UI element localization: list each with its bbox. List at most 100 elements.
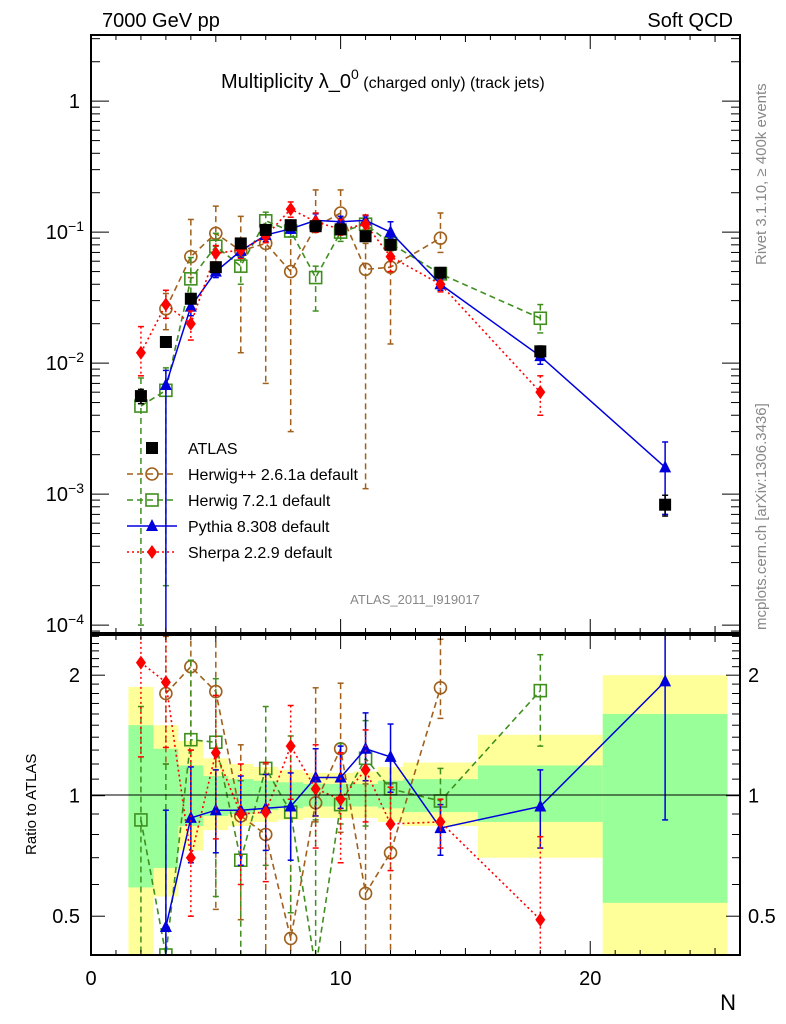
top-point — [233, 259, 248, 273]
legend-entry: Pythia 8.308 default — [127, 519, 330, 536]
ratio-point — [260, 805, 271, 820]
top-point — [209, 261, 222, 274]
top-point — [358, 262, 373, 277]
x-tick-label: 10 — [329, 968, 351, 990]
legend-label: ATLAS — [188, 441, 238, 458]
ratio-y-tick-label: 0.5 — [52, 906, 80, 928]
legend-label: Sherpa 2.2.9 default — [188, 545, 333, 562]
top-point — [159, 335, 172, 348]
legend: ATLAS Herwig++ 2.6.1a default Herwig 7.2.1… — [127, 441, 358, 562]
top-point — [234, 237, 247, 250]
top-point — [535, 385, 546, 400]
ratio-point — [235, 807, 246, 822]
chart-title: Multiplicity λ_00 (charged only) (track … — [221, 66, 545, 93]
ratio-point — [135, 655, 146, 670]
header-left: 7000 GeV pp — [102, 10, 220, 32]
top-point — [385, 249, 396, 264]
top-point — [283, 264, 298, 279]
top-point — [659, 460, 672, 473]
top-point — [309, 220, 322, 233]
top-series-layer — [134, 189, 672, 633]
top-point — [433, 231, 448, 245]
top-point — [334, 223, 347, 236]
ratio-point — [335, 792, 346, 807]
legend-entry: Herwig++ 2.6.1a default — [127, 467, 358, 484]
legend-label: Herwig++ 2.6.1a default — [188, 467, 358, 484]
ratio-y-tick-label: 2 — [69, 665, 80, 687]
mcplots-text: mcplots.cern.ch [arXiv:1306.3436] — [753, 403, 770, 630]
top-point — [284, 219, 297, 232]
top-point — [533, 311, 548, 326]
ratio-point — [283, 931, 298, 946]
top-point — [135, 345, 146, 360]
ratio-point — [385, 816, 396, 831]
ratio-series-layer — [134, 635, 672, 975]
legend-marker — [147, 545, 157, 559]
ratio-point — [159, 919, 172, 932]
ratio-point — [284, 799, 297, 812]
y-tick-label: 10−4 — [46, 611, 84, 637]
ratio-line — [165, 665, 442, 939]
ratio-point — [310, 963, 322, 975]
ratio-point — [210, 745, 221, 760]
top-point — [185, 316, 196, 331]
top-point — [360, 217, 371, 232]
ratio-point — [435, 814, 446, 829]
legend-entry: ATLAS — [146, 441, 238, 458]
header-right: Soft QCD — [647, 10, 733, 32]
ratio-point — [209, 684, 223, 699]
top-point — [534, 345, 547, 358]
legend-entry: Herwig 7.2.1 default — [127, 493, 331, 510]
ratio-y-tick-label: 1 — [69, 786, 80, 808]
top-point — [134, 390, 147, 403]
ratio-point — [334, 770, 347, 783]
axes-layer: 0 10 20 1 10−1 10−2 10−3 10−4 0.5 0.5 1 1 2 2 — [46, 34, 776, 990]
top-point — [308, 270, 323, 285]
top-panel-frame — [90, 34, 741, 634]
ratio-point — [535, 912, 546, 927]
top-point — [210, 246, 221, 261]
top-point — [384, 238, 397, 251]
ratio-ylabel: Ratio to ATLAS — [23, 754, 40, 855]
top-point — [384, 225, 397, 238]
ratio-point — [384, 749, 397, 762]
legend-label: Pythia 8.308 default — [188, 519, 330, 536]
ratio-point — [433, 680, 448, 695]
top-point — [659, 498, 672, 511]
legend-marker — [145, 467, 159, 481]
top-point — [184, 292, 197, 305]
y-tick-label: 1 — [69, 91, 80, 113]
ratio-point — [160, 675, 171, 690]
ratio-point — [534, 799, 547, 812]
top-point — [184, 299, 197, 312]
ratio-point — [134, 813, 148, 827]
ratio-point — [533, 683, 548, 698]
top-series-atlas — [134, 219, 672, 517]
ratio-y-tick-label-right: 2 — [748, 665, 759, 687]
ratio-point — [185, 850, 196, 865]
legend-entry: Sherpa 2.2.9 default — [127, 545, 333, 562]
ratio-point — [659, 674, 672, 687]
top-point — [160, 297, 171, 312]
ratio-point — [359, 741, 372, 754]
chart-title-main: Multiplicity λ_0 — [221, 71, 351, 93]
top-point — [434, 266, 447, 279]
ratio-y-tick-label-right: 0.5 — [748, 906, 776, 928]
top-point — [285, 202, 296, 217]
watermark: ATLAS_2011_I919017 — [350, 592, 480, 607]
legend-marker — [146, 519, 158, 531]
top-point — [259, 223, 272, 236]
y-tick-label: 10−3 — [46, 480, 84, 506]
ratio-point — [360, 762, 371, 777]
top-point — [359, 230, 372, 243]
top-line — [165, 211, 441, 310]
legend-marker — [145, 493, 159, 507]
ratio-point — [209, 803, 222, 816]
chart-title-sup: 0 — [351, 66, 359, 82]
chart-title-tail: (charged only) (track jets) — [359, 75, 545, 92]
ratio-point — [358, 886, 373, 901]
ratio-y-tick-label-right: 1 — [748, 786, 759, 808]
x-axis-label: N — [720, 990, 736, 1015]
top-point — [184, 272, 198, 286]
ratio-point — [184, 732, 198, 747]
